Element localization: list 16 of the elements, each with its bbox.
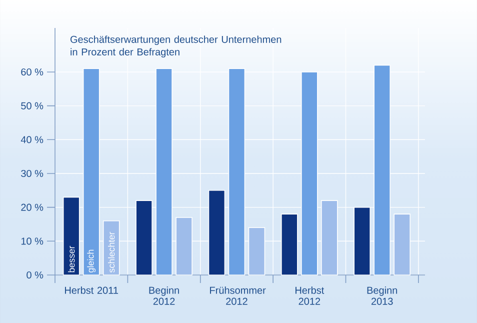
y-tick-label: 60 % [21,68,44,76]
y-tick-label: 20 % [21,204,44,211]
text: Geschäftserwartungen deutscher Unternehmen in Prozent der Befragten [70,36,282,58]
y-tick-label: 50 % [21,102,44,110]
y-tick-label: 30 % [21,170,44,178]
y-tick-label: 40 % [20,136,44,144]
x-tick-label: Herbst 2011 [65,286,118,294]
x-tick-label: Beginn 2012 [149,286,179,305]
series-label: gleich [87,250,96,272]
x-tick-label: Herbst 2012 [296,286,324,305]
y-tick-label: 0 % [26,271,44,279]
series-label: schlechter [108,232,115,273]
series-label: besser [68,246,75,272]
x-tick-label: Beginn 2013 [367,286,398,305]
y-tick-label: 10 % [21,238,44,245]
x-tick-label: Frühsommer 2012 [210,286,266,305]
